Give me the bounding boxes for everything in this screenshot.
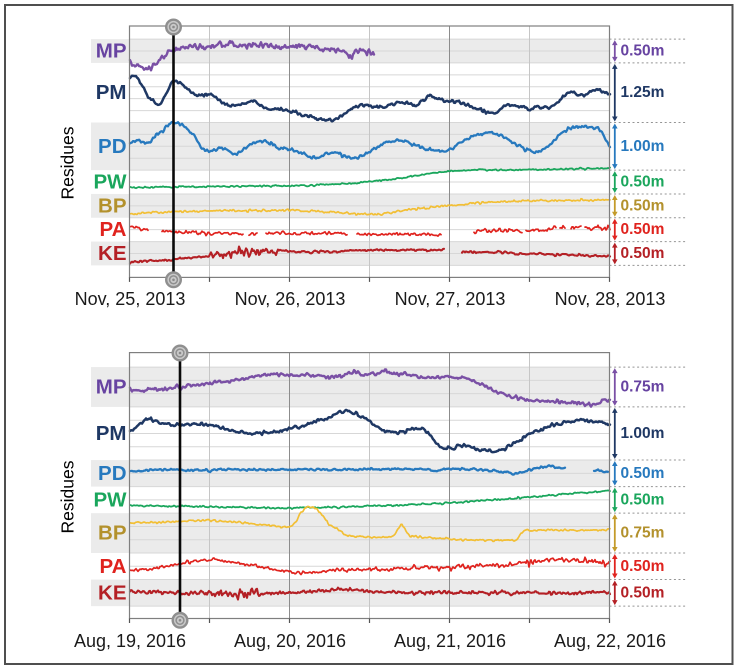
svg-text:1.00m: 1.00m [621, 138, 665, 155]
svg-text:0.50m: 0.50m [621, 43, 665, 60]
svg-text:Aug, 22, 2016: Aug, 22, 2016 [554, 631, 666, 651]
svg-text:Residues: Residues [58, 460, 78, 533]
svg-text:0.75m: 0.75m [621, 379, 665, 396]
svg-text:0.50m: 0.50m [621, 245, 665, 262]
svg-text:PD: PD [98, 135, 126, 158]
svg-text:PW: PW [93, 488, 127, 511]
svg-text:0.50m: 0.50m [621, 465, 665, 482]
svg-text:PD: PD [98, 462, 126, 485]
svg-text:Nov, 26, 2013: Nov, 26, 2013 [235, 289, 346, 309]
svg-text:BP: BP [98, 522, 126, 545]
svg-text:PM: PM [96, 422, 127, 445]
svg-text:Nov, 28, 2013: Nov, 28, 2013 [555, 289, 666, 309]
svg-text:Aug, 19, 2016: Aug, 19, 2016 [74, 631, 186, 651]
svg-text:BP: BP [98, 194, 126, 217]
svg-text:Aug, 20, 2016: Aug, 20, 2016 [234, 631, 346, 651]
svg-text:0.50m: 0.50m [621, 197, 665, 214]
svg-text:PA: PA [100, 555, 127, 578]
svg-text:0.50m: 0.50m [621, 558, 665, 575]
svg-text:0.50m: 0.50m [621, 491, 665, 508]
svg-text:0.75m: 0.75m [621, 525, 665, 542]
svg-text:PA: PA [100, 218, 127, 241]
svg-text:PM: PM [96, 81, 127, 104]
svg-text:KE: KE [98, 581, 126, 604]
svg-text:0.50m: 0.50m [621, 584, 665, 601]
svg-text:1.00m: 1.00m [621, 425, 665, 442]
svg-text:Aug, 21, 2016: Aug, 21, 2016 [394, 631, 506, 651]
svg-text:MP: MP [96, 376, 127, 399]
svg-text:MP: MP [96, 40, 127, 63]
svg-text:0.50m: 0.50m [621, 174, 665, 191]
svg-text:Nov, 27, 2013: Nov, 27, 2013 [395, 289, 506, 309]
svg-text:PW: PW [93, 171, 127, 194]
svg-text:Nov, 25, 2013: Nov, 25, 2013 [75, 289, 186, 309]
svg-text:1.25m: 1.25m [621, 84, 665, 101]
svg-text:Residues: Residues [58, 126, 78, 199]
svg-text:0.50m: 0.50m [621, 221, 665, 238]
svg-text:KE: KE [98, 242, 126, 265]
